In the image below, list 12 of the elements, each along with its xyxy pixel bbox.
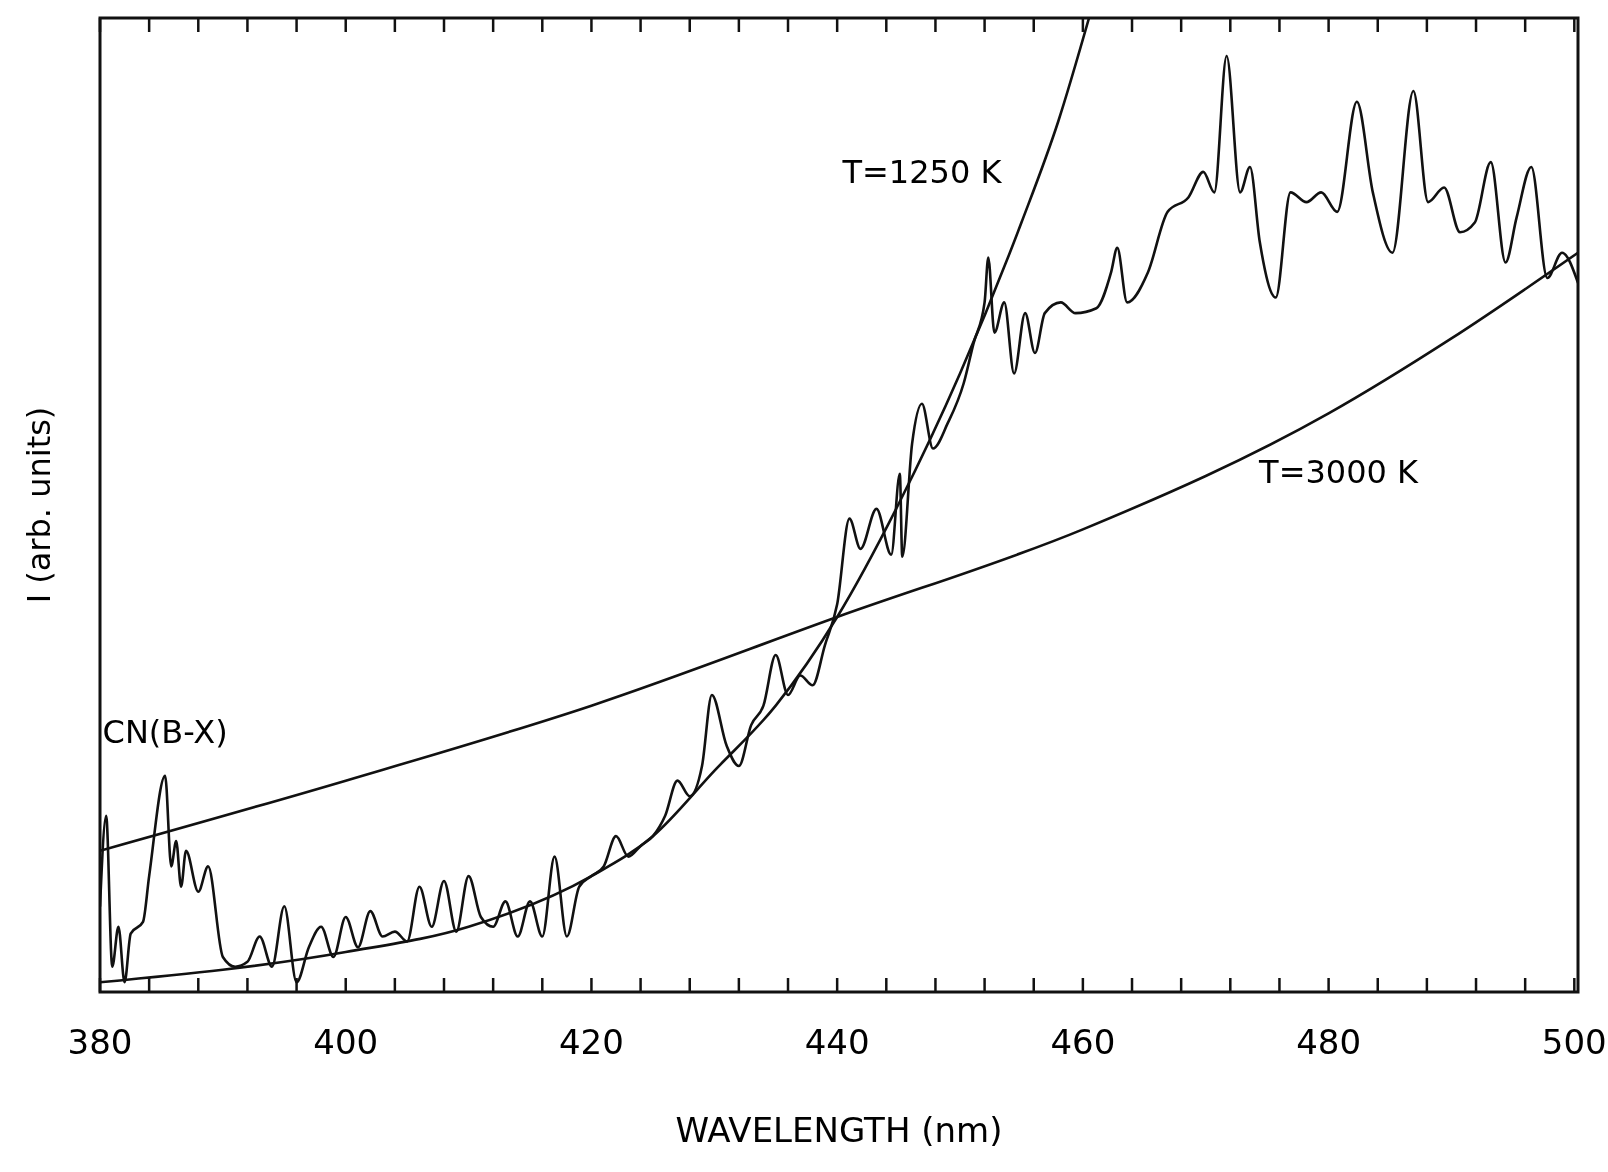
x-tick-label: 480 (1296, 1022, 1362, 1062)
series-label: T=1250 K (841, 152, 1003, 191)
x-tick-label: 500 (1541, 1022, 1607, 1062)
x-tick-label: 420 (558, 1022, 624, 1062)
x-axis-title: WAVELENGTH (nm) (675, 1110, 1003, 1150)
series-label: T=3000 K (1258, 453, 1420, 492)
annotation: CN(B-X) (102, 712, 228, 751)
x-tick-label: 460 (1050, 1022, 1116, 1062)
x-tick-label: 440 (804, 1022, 870, 1062)
y-axis-title: I (arb. units) (20, 406, 58, 604)
x-tick-label: 400 (313, 1022, 379, 1062)
x-tick-label: 380 (67, 1022, 133, 1062)
